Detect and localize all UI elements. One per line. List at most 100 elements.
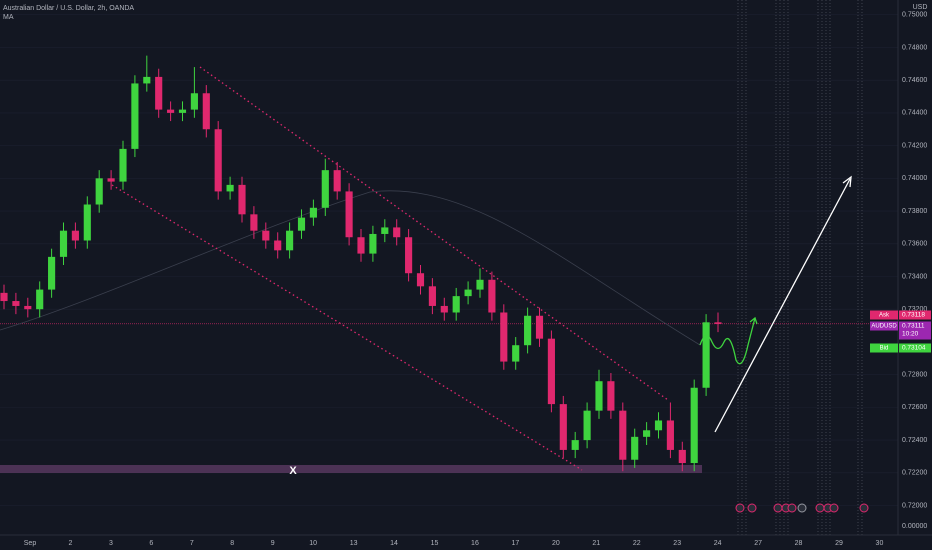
trend-arrow xyxy=(714,178,851,433)
x-tick-label: 7 xyxy=(190,540,194,547)
candle-body xyxy=(714,322,722,324)
y-tick-label: 0.72200 xyxy=(902,470,927,477)
candle-body xyxy=(524,315,532,346)
candle-body xyxy=(238,184,246,215)
candle-body xyxy=(607,381,615,411)
candle-body xyxy=(393,227,401,238)
channel-upper xyxy=(199,66,669,401)
candle-body xyxy=(488,279,496,313)
candle-body xyxy=(535,315,544,339)
candle-body xyxy=(48,256,56,290)
candle-body xyxy=(381,227,389,234)
candle-body xyxy=(559,404,567,450)
y-tick-label: 0.72400 xyxy=(902,437,927,444)
candle-body xyxy=(143,76,151,84)
annotation: X xyxy=(289,465,297,477)
y-tick-label: 0.74800 xyxy=(902,44,927,51)
event-lines xyxy=(737,0,863,535)
candle-body xyxy=(286,230,294,251)
time-axis xyxy=(0,535,932,550)
candle-body xyxy=(167,109,175,113)
x-tick-label: 23 xyxy=(673,540,681,547)
candle-body xyxy=(643,430,651,437)
y-tick-label: 0.74000 xyxy=(902,175,927,182)
candle-body xyxy=(357,237,365,254)
price-label-name: Bid xyxy=(880,346,889,352)
x-tick-label: 29 xyxy=(835,540,843,547)
x-tick-label: 8 xyxy=(230,540,234,547)
x-tick-label: 10 xyxy=(309,540,317,547)
price-label-value: 0.73104 xyxy=(902,345,926,352)
candle-body xyxy=(476,279,484,290)
candle-body xyxy=(452,296,460,313)
candle-body xyxy=(654,420,663,431)
candle-body xyxy=(214,129,222,192)
price-label-name: AUDUSD xyxy=(871,324,897,330)
y-tick-label: 0.72000 xyxy=(902,502,927,509)
forecast-arrowhead xyxy=(749,316,758,325)
price-label-name-box xyxy=(870,321,898,331)
candle-body xyxy=(83,204,91,241)
x-tick-label: 21 xyxy=(592,540,600,547)
candle-body xyxy=(666,420,674,450)
candle-body xyxy=(178,109,187,113)
trend-arrowhead xyxy=(842,175,852,188)
y-tick-label: 0.72800 xyxy=(902,372,927,379)
price-label-value: 0.73111 xyxy=(902,323,925,330)
candle-body xyxy=(512,345,520,362)
event-icons[interactable] xyxy=(735,503,869,513)
candle-body xyxy=(202,93,210,130)
x-tick-label: 3 xyxy=(109,540,113,547)
candle-body xyxy=(464,289,472,297)
x-tick-label: 30 xyxy=(876,540,884,547)
candle-body xyxy=(155,76,163,110)
scale-zero-label: 0.00000 xyxy=(902,523,927,530)
y-tick-label: 0.73400 xyxy=(902,273,927,280)
price-label-box xyxy=(899,343,931,353)
candle-body xyxy=(416,273,425,287)
candle-body xyxy=(36,289,44,310)
x-tick-label: 9 xyxy=(271,540,275,547)
candle-body xyxy=(0,292,8,302)
candle-body xyxy=(24,305,32,310)
candle-body xyxy=(274,240,282,251)
candle-body xyxy=(428,286,436,306)
candle-body xyxy=(107,178,115,182)
x-tick-label: 15 xyxy=(431,540,439,547)
y-tick-label: 0.72600 xyxy=(902,404,927,411)
currency-label: USD xyxy=(913,4,928,11)
candle-body xyxy=(571,440,579,450)
candle-body xyxy=(369,233,377,254)
y-tick-label: 0.74400 xyxy=(902,110,927,117)
candle-body xyxy=(95,178,103,205)
price-label-name: Ask xyxy=(879,313,890,319)
x-tick-label: 14 xyxy=(390,540,398,547)
price-label-box xyxy=(899,310,931,320)
candle-body xyxy=(595,381,603,411)
candle-body xyxy=(12,301,20,306)
x-tick-label: 28 xyxy=(795,540,803,547)
candle-body xyxy=(619,410,627,460)
candle-body xyxy=(631,436,639,460)
indicator-label: MA xyxy=(3,14,14,21)
y-tick-label: 0.73200 xyxy=(902,306,927,313)
candle-body xyxy=(309,207,317,218)
candle-body xyxy=(250,214,258,231)
x-tick-label: 2 xyxy=(68,540,72,547)
y-tick-label: 0.74200 xyxy=(902,142,927,149)
x-tick-label: 24 xyxy=(714,540,722,547)
candle-body xyxy=(690,387,698,464)
chart-title: Australian Dollar / U.S. Dollar, 2h, OAN… xyxy=(3,5,134,12)
x-tick-label: 27 xyxy=(754,540,762,547)
y-tick-label: 0.73600 xyxy=(902,241,927,248)
candle-body xyxy=(297,217,306,231)
price-label-name-box xyxy=(870,343,898,353)
candle-body xyxy=(131,83,139,149)
channel-lower xyxy=(111,184,583,471)
candle-body xyxy=(190,93,198,110)
candle-body xyxy=(226,184,234,192)
x-tick-label: 17 xyxy=(512,540,520,547)
x-tick-label: 20 xyxy=(552,540,560,547)
x-tick-label: 13 xyxy=(350,540,358,547)
